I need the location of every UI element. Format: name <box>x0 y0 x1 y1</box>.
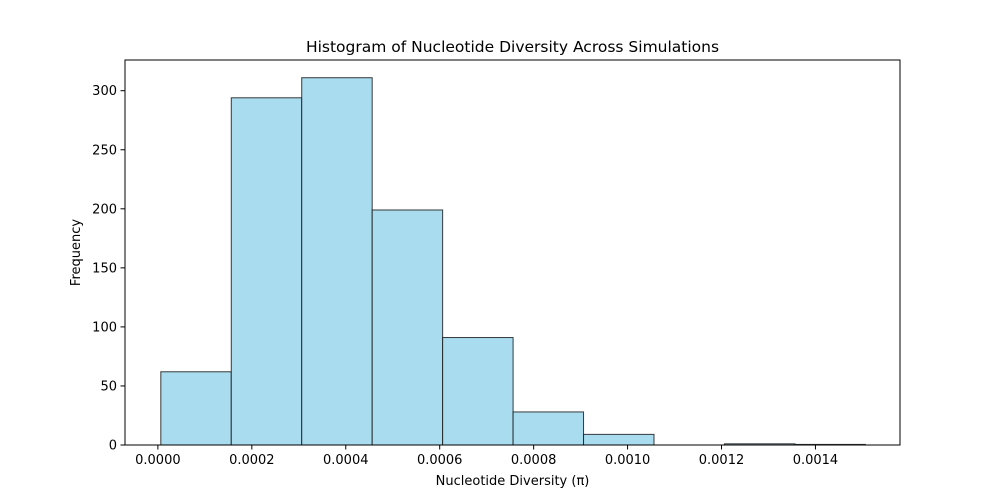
y-tick-label: 300 <box>92 84 117 99</box>
histogram-bars <box>160 77 866 446</box>
chart-title: Histogram of Nucleotide Diversity Across… <box>306 38 719 56</box>
x-tick-label: 0.0002 <box>229 453 275 468</box>
x-tick-label: 0.0000 <box>135 453 181 468</box>
histogram-bar <box>230 97 303 446</box>
x-axis-ticks: 0.0000 0.0002 0.0004 0.0006 0.0008 0.0010 0.00… <box>135 445 838 468</box>
y-axis-ticks: 0 50 100 150 200 250 300 <box>92 84 125 454</box>
x-tick-label: 0.0004 <box>323 453 369 468</box>
y-tick-label: 150 <box>92 261 117 276</box>
histogram-bar <box>512 411 585 446</box>
plot-frame <box>124 59 901 446</box>
histogram-bar <box>160 371 232 446</box>
histogram-bar <box>442 337 514 446</box>
histogram-bar <box>371 209 444 446</box>
x-tick-label: 0.0008 <box>511 453 557 468</box>
x-tick-label: 0.0006 <box>417 453 463 468</box>
x-tick-label: 0.0014 <box>793 453 839 468</box>
x-tick-label: 0.0012 <box>699 453 745 468</box>
histogram-bar <box>301 77 373 446</box>
x-axis-label: Nucleotide Diversity (π) <box>436 474 590 489</box>
y-tick-label: 50 <box>100 379 117 394</box>
y-tick-label: 100 <box>92 320 117 335</box>
x-tick-label: 0.0010 <box>605 453 651 468</box>
histogram-bar <box>583 433 655 446</box>
y-axis-label: Frequency <box>69 219 84 286</box>
y-tick-label: 0 <box>109 439 117 454</box>
y-tick-label: 200 <box>92 202 117 217</box>
y-tick-label: 250 <box>92 143 117 158</box>
